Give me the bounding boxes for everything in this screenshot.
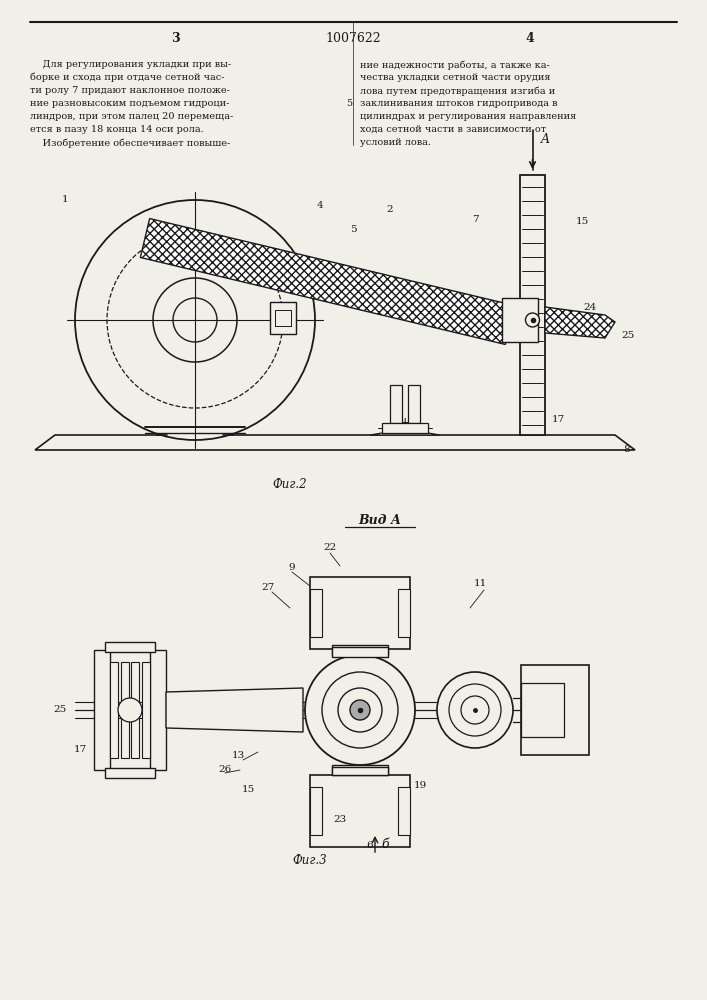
Bar	[94, 650, 110, 770]
Bar	[521, 683, 564, 737]
Text: 7: 7	[556, 690, 563, 700]
Bar	[332, 645, 388, 655]
Text: 11: 11	[474, 578, 486, 587]
Bar	[382, 423, 428, 433]
Text: 1: 1	[62, 196, 69, 205]
Circle shape	[118, 698, 142, 722]
Polygon shape	[166, 688, 303, 732]
Bar	[310, 577, 410, 649]
Bar	[150, 650, 166, 770]
Circle shape	[305, 655, 415, 765]
Text: 24: 24	[583, 304, 597, 312]
Text: ти ролу 7 придают наклонное положе-: ти ролу 7 придают наклонное положе-	[30, 86, 230, 95]
Bar	[390, 385, 402, 423]
Text: 1007622: 1007622	[325, 31, 381, 44]
Polygon shape	[141, 219, 515, 344]
Text: условий лова.: условий лова.	[360, 138, 431, 147]
Bar	[142, 662, 150, 758]
Bar	[332, 767, 388, 775]
Circle shape	[350, 700, 370, 720]
Circle shape	[437, 672, 513, 748]
Circle shape	[75, 200, 315, 440]
Bar	[105, 768, 155, 778]
Text: Вид А: Вид А	[358, 514, 402, 526]
Text: 25: 25	[621, 330, 635, 340]
Text: 22: 22	[323, 542, 337, 552]
Bar	[332, 765, 388, 775]
Text: 17: 17	[551, 416, 565, 424]
Text: Фиг.3: Фиг.3	[293, 854, 327, 866]
Text: 3: 3	[170, 31, 180, 44]
Bar	[398, 589, 410, 637]
Bar	[310, 787, 322, 835]
Text: +: +	[399, 416, 410, 430]
Bar	[110, 662, 118, 758]
Bar	[121, 662, 129, 758]
Text: Изобретение обеспечивает повыше-: Изобретение обеспечивает повыше-	[30, 138, 230, 147]
Text: 5: 5	[350, 226, 356, 234]
Text: 5: 5	[346, 99, 352, 108]
Text: 25: 25	[53, 706, 66, 714]
Text: 17: 17	[74, 746, 87, 754]
Text: 6: 6	[367, 840, 373, 850]
Bar	[521, 665, 589, 755]
Circle shape	[322, 672, 398, 748]
Text: 23: 23	[334, 816, 346, 824]
Circle shape	[173, 298, 217, 342]
Text: 13: 13	[231, 750, 245, 760]
Text: 7: 7	[472, 216, 479, 225]
Circle shape	[525, 313, 539, 327]
Text: 15: 15	[575, 218, 589, 227]
Bar	[310, 775, 410, 847]
Text: ние разновысоким подъемом гидроци-: ние разновысоким подъемом гидроци-	[30, 99, 229, 108]
Bar	[270, 302, 296, 334]
Bar	[105, 642, 155, 652]
Text: ется в пазу 18 конца 14 оси рола.: ется в пазу 18 конца 14 оси рола.	[30, 125, 204, 134]
Text: цилиндрах и регулирования направления: цилиндрах и регулирования направления	[360, 112, 576, 121]
Text: 15: 15	[241, 786, 255, 794]
Bar	[520, 175, 545, 435]
Text: 19: 19	[414, 780, 426, 790]
Text: 4: 4	[525, 31, 534, 44]
Text: линдров, при этом палец 20 перемеща-: линдров, при этом палец 20 перемеща-	[30, 112, 233, 121]
Text: 8: 8	[624, 446, 631, 454]
Text: борке и схода при отдаче сетной час-: борке и схода при отдаче сетной час-	[30, 73, 225, 83]
Text: 26: 26	[218, 766, 232, 774]
Circle shape	[153, 278, 237, 362]
Text: 27: 27	[262, 582, 274, 591]
Circle shape	[338, 688, 382, 732]
Bar	[332, 647, 388, 657]
Text: 4: 4	[317, 200, 323, 210]
Text: Для регулирования укладки при вы-: Для регулирования укладки при вы-	[30, 60, 231, 69]
Circle shape	[461, 696, 489, 724]
Text: 9: 9	[288, 562, 296, 572]
Polygon shape	[545, 307, 615, 338]
Text: хода сетной части в зависимости от: хода сетной части в зависимости от	[360, 125, 546, 134]
Text: б: б	[381, 838, 389, 852]
Polygon shape	[370, 433, 440, 435]
Bar	[502, 298, 538, 342]
Circle shape	[449, 684, 501, 736]
Text: 2: 2	[387, 206, 393, 215]
Bar	[398, 787, 410, 835]
Text: Фиг.2: Фиг.2	[273, 479, 308, 491]
Text: ние надежности работы, а также ка-: ние надежности работы, а также ка-	[360, 60, 550, 70]
Text: чества укладки сетной части орудия: чества укладки сетной части орудия	[360, 73, 551, 82]
Bar	[310, 589, 322, 637]
Polygon shape	[35, 435, 635, 450]
Text: заклинивания штоков гидропривода в: заклинивания штоков гидропривода в	[360, 99, 558, 108]
Bar	[408, 385, 420, 423]
Bar	[131, 662, 139, 758]
Text: A: A	[540, 133, 549, 146]
Text: лова путем предотвращения изгиба и: лова путем предотвращения изгиба и	[360, 86, 555, 96]
